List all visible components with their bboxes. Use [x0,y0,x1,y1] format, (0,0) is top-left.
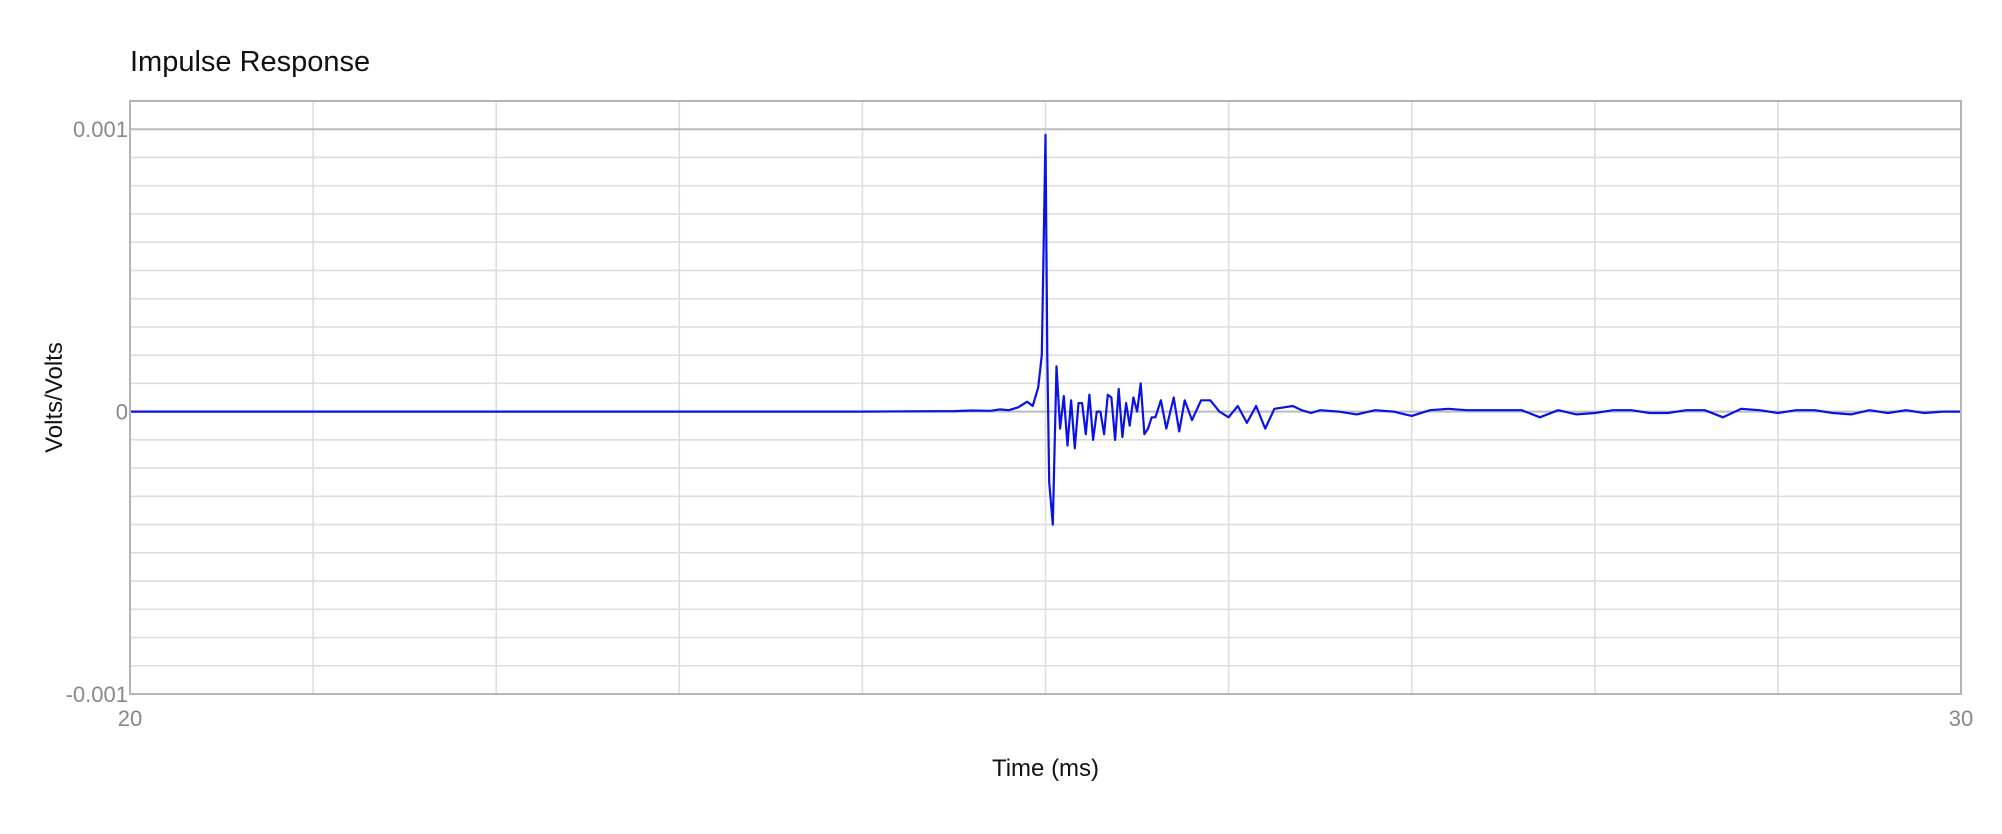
x-tick-label: 20 [118,706,142,731]
plot-frame [129,100,1962,695]
series-layer [130,133,1961,526]
x-tick-label: 30 [1949,706,1973,731]
y-tick-label: 0 [116,400,128,425]
y-tick-label: -0.001 [66,682,128,707]
y-axis-label: Volts/Volts [41,342,68,453]
grid-lines [130,101,1961,694]
y-tick-label: 0.001 [73,117,128,142]
chart-title: Impulse Response [130,46,371,78]
series-line [130,133,1961,526]
x-axis-label: Time (ms) [992,755,1099,782]
